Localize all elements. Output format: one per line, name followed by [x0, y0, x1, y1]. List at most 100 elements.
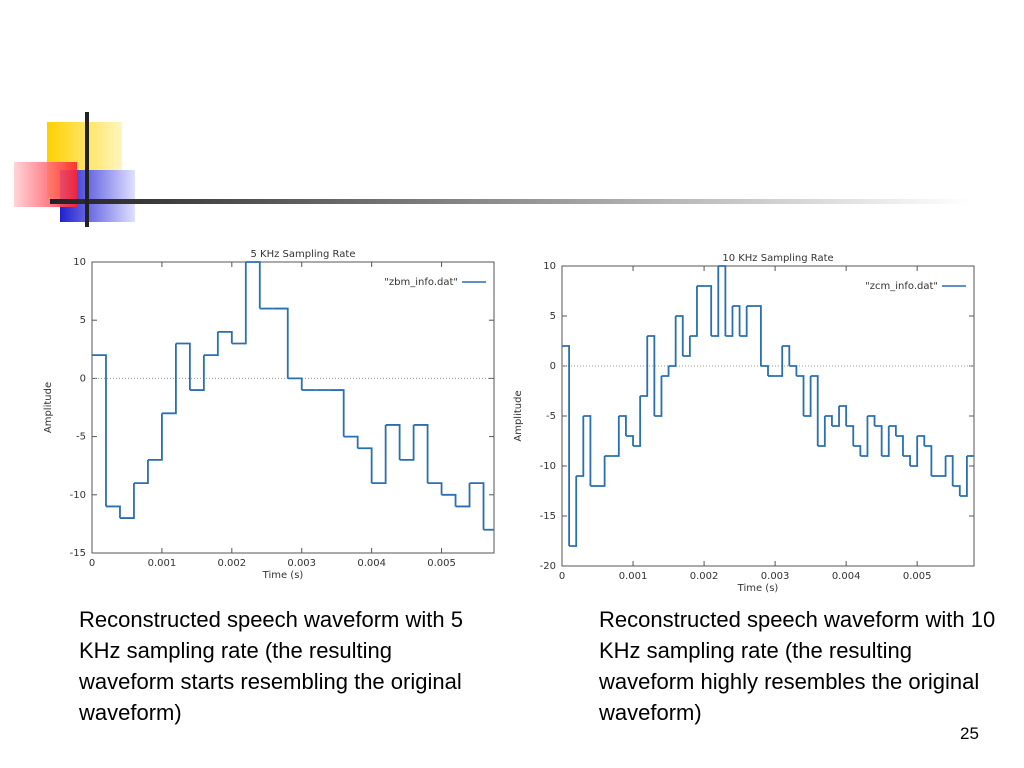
- step-segment: [147, 413, 163, 461]
- step-segment: [625, 435, 634, 446]
- step-segment: [633, 396, 642, 447]
- step-segment: [611, 416, 620, 457]
- step-segment: [874, 425, 883, 456]
- step-segment: [924, 445, 933, 476]
- step-segment: [647, 335, 656, 416]
- step-segment: [775, 346, 784, 377]
- step-segment: [675, 315, 684, 356]
- step-segment: [704, 285, 713, 336]
- chart-title: 10 KHz Sampling Rate: [722, 253, 833, 264]
- y-tick-label: -10: [540, 461, 556, 472]
- step-segment: [810, 375, 819, 446]
- step-segment: [597, 456, 606, 487]
- step-segment: [329, 389, 345, 437]
- chart-title: 5 KHz Sampling Rate: [251, 249, 356, 260]
- step-segment: [640, 336, 649, 397]
- legend-label: "zcm_info.dat": [865, 281, 938, 292]
- step-segment: [902, 455, 911, 466]
- y-tick-label: -5: [76, 432, 86, 443]
- y-tick-label: 5: [80, 315, 86, 326]
- step-segment: [203, 331, 219, 357]
- legend-label: "zbm_info.dat": [384, 277, 458, 288]
- step-segment: [846, 425, 855, 446]
- x-axis-label: Time (s): [737, 583, 779, 594]
- step-segment: [661, 366, 670, 377]
- step-segment: [618, 415, 627, 436]
- step-segment: [119, 483, 135, 519]
- step-segment: [668, 316, 677, 367]
- x-tick-label: 0: [89, 558, 95, 569]
- step-segment: [760, 365, 769, 376]
- step-segment: [682, 336, 691, 357]
- step-segment: [803, 376, 812, 417]
- y-tick-label: -10: [70, 490, 86, 501]
- step-segment: [725, 306, 734, 337]
- step-segment: [945, 455, 954, 486]
- step-segment: [860, 416, 869, 457]
- step-segment: [245, 261, 261, 309]
- x-tick-label: 0.004: [357, 558, 386, 569]
- step-segment: [161, 343, 177, 415]
- x-axis-label: Time (s): [262, 570, 304, 581]
- step-segment: [881, 426, 890, 457]
- step-segment: [739, 306, 748, 337]
- y-tick-label: 10: [543, 261, 556, 272]
- step-segment: [711, 266, 720, 337]
- step-segment: [273, 307, 289, 379]
- y-tick-label: 0: [550, 361, 556, 372]
- x-tick-label: 0.003: [761, 571, 790, 582]
- x-tick-label: 0.005: [903, 571, 932, 582]
- page-number: 25: [960, 724, 979, 743]
- y-tick-label: 0: [80, 373, 86, 384]
- step-segment: [427, 482, 443, 495]
- x-tick-label: 0.004: [832, 571, 861, 582]
- step-segment: [562, 345, 571, 546]
- x-tick-label: 0.002: [218, 558, 247, 569]
- step-segment: [910, 436, 919, 467]
- step-segment: [959, 456, 968, 497]
- step-segment: [217, 330, 233, 344]
- step-segment: [189, 355, 205, 391]
- step-segment: [287, 377, 303, 391]
- y-tick-label: -15: [70, 548, 86, 559]
- step-segment: [888, 425, 897, 436]
- step-segment: [867, 415, 876, 426]
- y-tick-label: 10: [73, 257, 86, 268]
- step-segment: [839, 405, 848, 426]
- step-segment: [455, 483, 471, 508]
- plot-frame: [561, 265, 975, 567]
- step-segment: [385, 424, 401, 460]
- y-tick-label: -5: [546, 411, 556, 422]
- step-segment: [938, 456, 947, 477]
- step-segment: [441, 493, 457, 507]
- step-segment: [654, 376, 663, 417]
- step-segment: [469, 482, 485, 530]
- x-tick-label: 0.002: [690, 571, 719, 582]
- step-segment: [853, 445, 862, 456]
- step-segment: [357, 447, 373, 484]
- step-segment: [133, 459, 149, 485]
- step-segment: [952, 485, 961, 496]
- step-segment: [231, 262, 247, 345]
- step-segment: [895, 435, 904, 456]
- step-segment: [824, 415, 833, 426]
- step-segment: [817, 416, 826, 447]
- step-segment: [689, 286, 698, 337]
- step-segment: [789, 365, 798, 376]
- step-segment: [831, 406, 840, 427]
- step-segment: [753, 305, 762, 366]
- step-segment: [583, 415, 592, 486]
- y-tick-label: -20: [540, 561, 556, 572]
- step-segment: [732, 305, 741, 336]
- x-tick-label: 0.005: [427, 558, 456, 569]
- step-segment: [399, 424, 415, 461]
- y-tick-label: 5: [550, 311, 556, 322]
- x-tick-label: 0: [559, 571, 565, 582]
- y-tick-label: -15: [540, 511, 556, 522]
- x-tick-label: 0.001: [619, 571, 648, 582]
- caption: Reconstructed speech waveform with 5 KHz…: [79, 607, 463, 725]
- step-segment: [718, 265, 727, 336]
- step-segment: [105, 505, 121, 519]
- step-segment: [175, 342, 191, 391]
